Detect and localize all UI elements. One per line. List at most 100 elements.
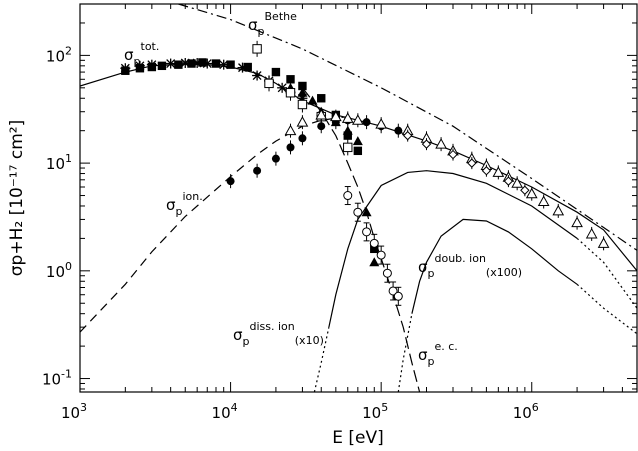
point-open-triangle [511, 177, 524, 188]
point-open-circle [362, 227, 372, 237]
point-filled-square [286, 75, 295, 84]
curve-ion [80, 116, 348, 333]
point-star [120, 63, 131, 74]
point-open-circle [343, 191, 353, 201]
point-open-triangle [341, 112, 354, 123]
x-tick-label: 106 [513, 401, 539, 422]
point-star [252, 70, 263, 81]
x-tick-label-exp: 3 [80, 401, 87, 414]
point-open-diamond [421, 139, 432, 149]
point-open-square [297, 99, 308, 110]
y-tick-label-exp: 0 [65, 260, 72, 273]
point-open-triangle [571, 216, 583, 228]
x-tick-label: 104 [212, 401, 238, 422]
point-filled-square [198, 58, 207, 67]
point-open-diamond [481, 166, 492, 176]
point-filled-triangle [369, 257, 380, 267]
point-open-triangle [375, 118, 388, 129]
x-tick-label-base: 10 [212, 404, 231, 422]
y-tick-label-base: 10 [42, 371, 61, 389]
point-filled-square [343, 131, 352, 140]
curve-doub [411, 218, 578, 314]
point-filled-circle [317, 122, 326, 131]
point-star [202, 58, 213, 69]
point-open-diamond [448, 149, 458, 160]
point-open-triangle [296, 116, 309, 127]
point-filled-square [353, 146, 363, 156]
point-star-stroke [166, 59, 176, 69]
curve-doub-dotted [397, 313, 413, 392]
point-star-stroke [202, 59, 212, 69]
point-star-stroke [180, 58, 190, 68]
point-filled-square [226, 60, 235, 69]
point-filled-square [174, 60, 183, 69]
point-star [277, 82, 288, 93]
curve-diss-dotted [576, 237, 638, 309]
point-open-diamond [503, 176, 514, 186]
point-star [237, 62, 248, 73]
point-filled-square [211, 59, 221, 68]
curve-diss [328, 170, 578, 328]
point-open-circle [376, 250, 386, 260]
label-ec: σpe. c. [418, 340, 458, 368]
point-star-stroke [147, 60, 157, 70]
data-points [120, 40, 610, 306]
point-star [146, 59, 157, 70]
x-tick-label-base: 10 [61, 404, 80, 422]
point-open-circle [353, 207, 363, 217]
point-open-circle [388, 286, 398, 296]
point-open-square [252, 44, 262, 54]
point-open-triangle [537, 195, 550, 207]
point-open-square [285, 88, 296, 98]
point-filled-triangle [307, 95, 318, 105]
point-open-triangle [492, 166, 505, 177]
point-star-stroke [120, 63, 130, 73]
y-tick-label-base: 10 [46, 155, 65, 173]
point-filled-triangle [352, 136, 363, 146]
y-tick-label: 100 [46, 260, 72, 281]
point-open-triangle [315, 108, 328, 120]
point-filled-square [187, 59, 196, 68]
y-tick-label-exp: 1 [65, 152, 72, 165]
point-open-circle [382, 268, 392, 278]
x-tick-label: 103 [61, 401, 87, 422]
curve-bethe [178, 4, 638, 251]
curve-ec [301, 87, 421, 392]
point-filled-circle [226, 177, 235, 186]
y-tick-label: 10-1 [42, 368, 72, 389]
point-open-diamond [402, 130, 413, 141]
point-open-triangle [552, 204, 565, 216]
point-filled-circle [394, 126, 403, 135]
point-filled-triangle [361, 207, 372, 217]
point-open-triangle [351, 114, 364, 125]
point-filled-square [271, 67, 281, 77]
point-open-triangle [585, 227, 598, 239]
x-axis-title: E [eV] [332, 428, 384, 448]
point-filled-triangle [342, 125, 353, 135]
point-star [180, 57, 191, 68]
point-filled-circle [362, 118, 371, 127]
point-star-stroke [135, 61, 145, 71]
y-tick-label-exp: -1 [61, 368, 72, 381]
point-filled-triangle [297, 87, 308, 97]
point-open-triangle [525, 187, 538, 199]
x-tick-label: 105 [362, 401, 388, 422]
point-star [134, 60, 145, 71]
x-tick-label-base: 10 [362, 404, 381, 422]
x-tick-label-exp: 6 [532, 401, 539, 414]
point-star-stroke [277, 83, 287, 93]
y-tick-label-base: 10 [46, 263, 65, 281]
label-diss: σpdiss. ion(x10) [233, 320, 324, 348]
y-tick-label-base: 10 [46, 47, 65, 65]
point-open-circle [393, 291, 403, 301]
point-star-stroke [192, 58, 202, 68]
label-doub: σpdoub. ion(x100) [418, 252, 522, 280]
label-tot: σptot. [124, 40, 159, 68]
point-star-stroke [252, 71, 262, 81]
point-open-circle [369, 238, 379, 248]
y-axis-title: σp+H₂ [10⁻¹⁷ cm²] [7, 120, 27, 276]
point-open-square [264, 78, 274, 89]
point-filled-square [298, 81, 307, 91]
